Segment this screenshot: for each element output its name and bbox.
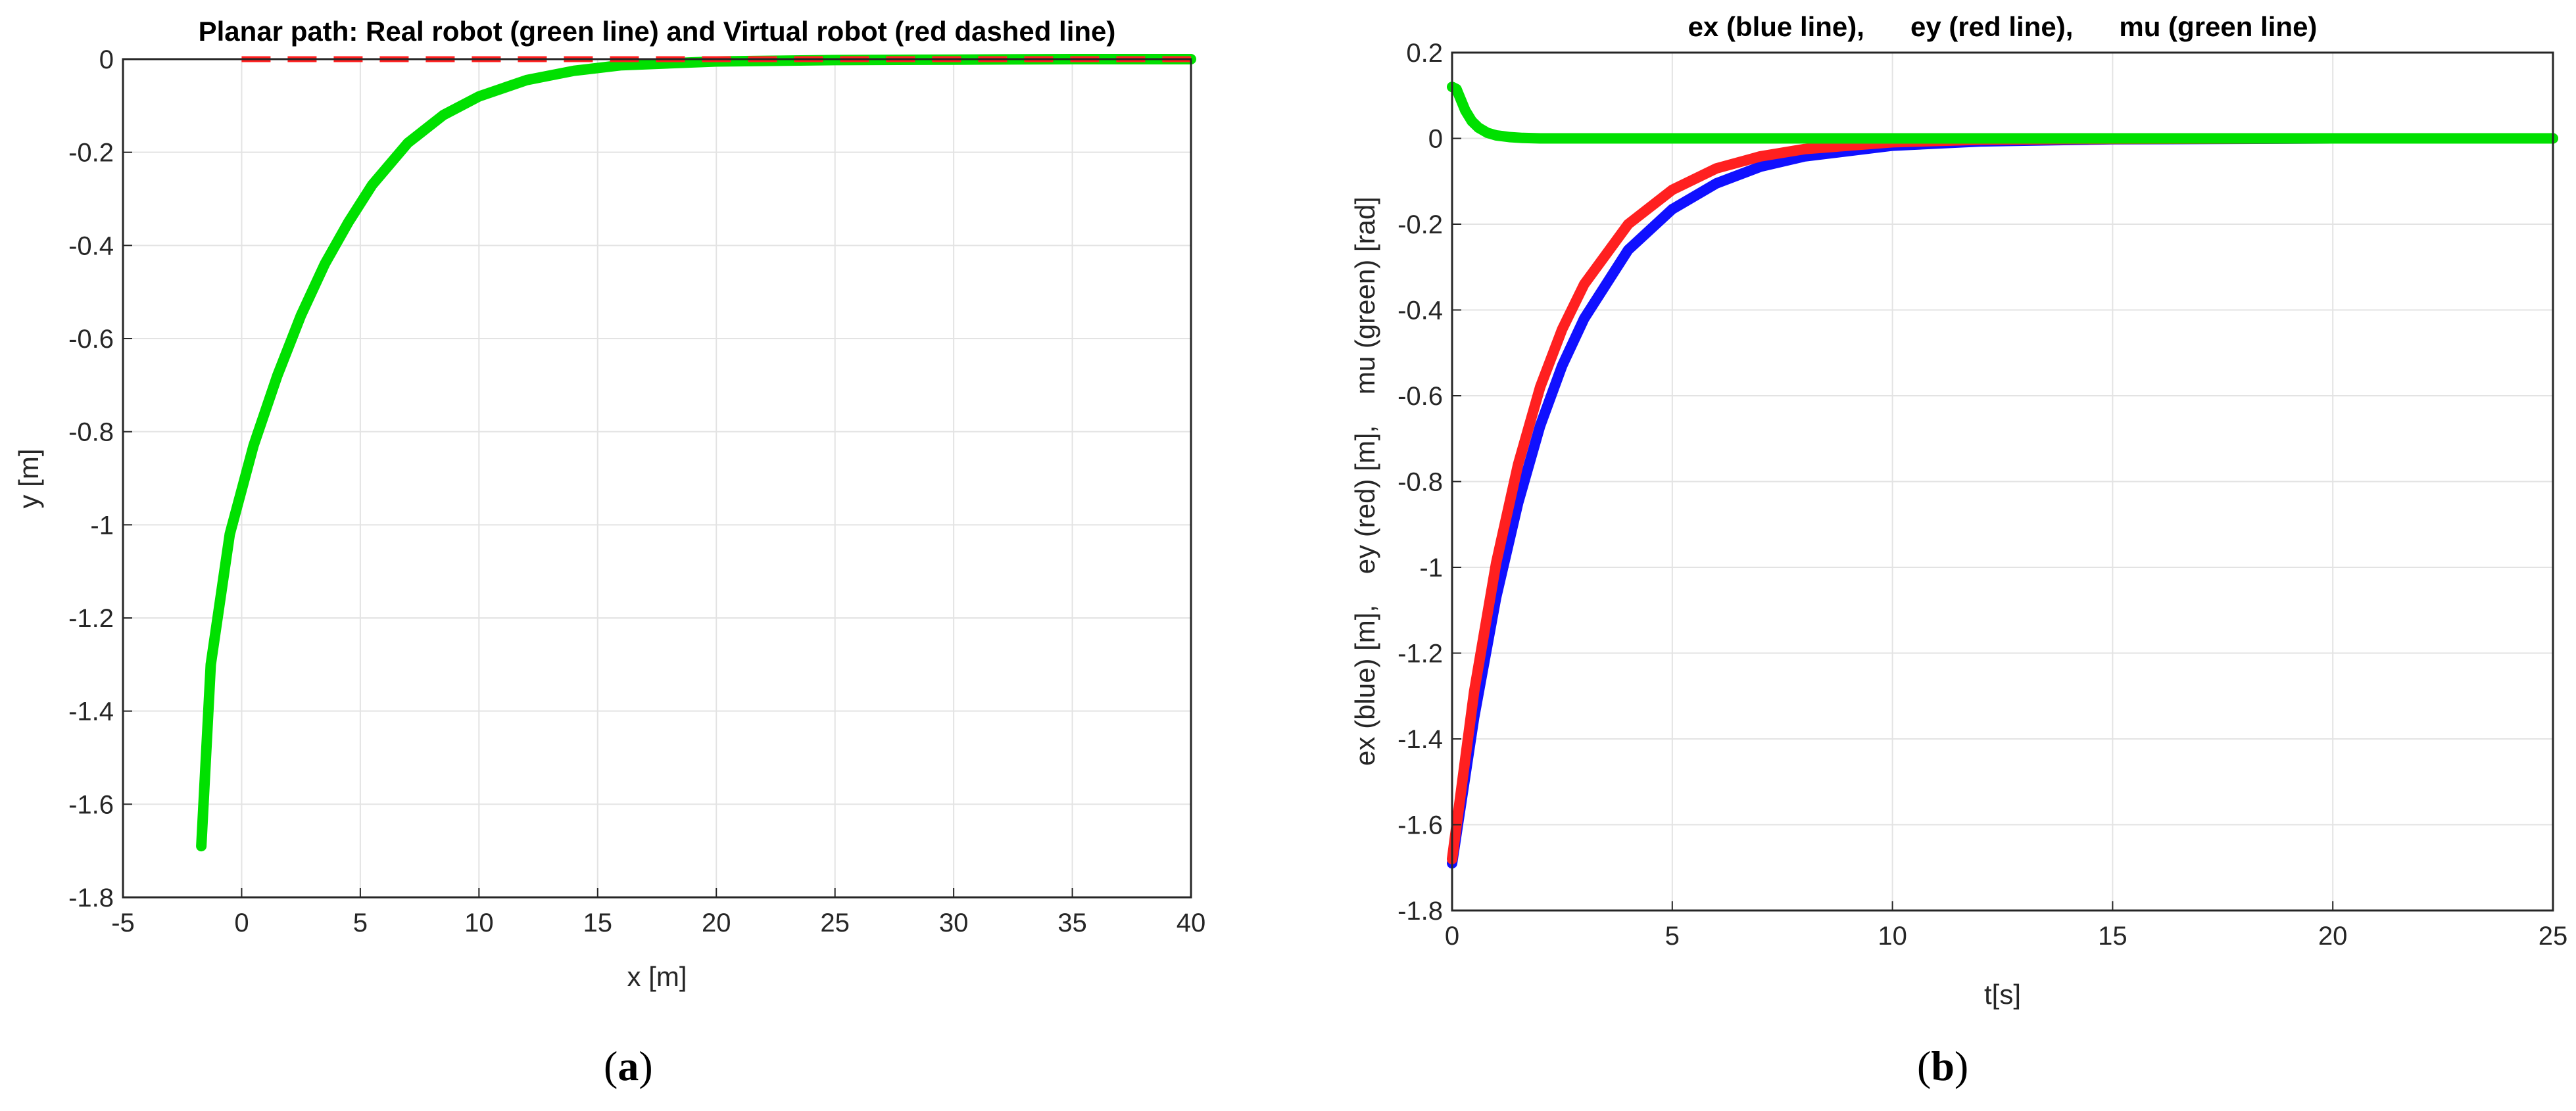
chart-a-xtick-label: 0 <box>234 909 249 937</box>
chart-b-ytick-label: -1.8 <box>1397 897 1443 926</box>
chart-a-xtick-label: 25 <box>820 909 850 937</box>
chart-b-xtick-label: 15 <box>2098 922 2127 951</box>
chart-b-ytick-label: -0.6 <box>1397 382 1443 411</box>
panel-label-b-letter: b <box>1931 1043 1955 1089</box>
chart-a-ytick-label: -0.8 <box>68 418 114 447</box>
chart-a-plot-area <box>123 59 1191 897</box>
chart-b-errors: 0 5 10 15 20 25 -1.8 -1.6 -1.4 -1.2 -1 -0.8 -0.6 -0.4… <box>1349 11 2567 1010</box>
chart-a-ytick-label: -1.2 <box>68 604 114 633</box>
chart-b-xtick-label: 0 <box>1445 922 1459 951</box>
chart-b-ytick-label: -0.2 <box>1397 210 1443 239</box>
chart-a-ytick-label: -1.6 <box>68 790 114 819</box>
chart-a-ytick-label: -1.4 <box>68 697 114 726</box>
chart-a-xtick-label: 10 <box>464 909 494 937</box>
chart-b-tick-labels: 0 5 10 15 20 25 -1.8 -1.6 -1.4 -1.2 -1 -0.8 -0.6 -0.4… <box>1397 39 2567 951</box>
chart-a-ytick-label: 0 <box>99 45 114 74</box>
chart-a-x-axis-label: x [m] <box>627 961 687 992</box>
chart-a-ytick-label: -0.6 <box>68 325 114 354</box>
chart-a-y-axis-label: y [m] <box>13 449 44 509</box>
chart-a-ytick-label: -1 <box>90 511 114 540</box>
chart-b-ytick-label: 0.2 <box>1406 39 1443 68</box>
chart-b-x-axis-label: t[s] <box>1984 979 2021 1010</box>
chart-a-xtick-label: 5 <box>353 909 368 937</box>
chart-b-xtick-label: 25 <box>2539 922 2568 951</box>
panel-label-a-letter: a <box>618 1043 639 1089</box>
chart-b-xtick-label: 10 <box>1878 922 1907 951</box>
chart-b-series-line-2 <box>1447 82 2558 144</box>
chart-a-xtick-label: 40 <box>1177 909 1206 937</box>
chart-b-xtick-label: 20 <box>2318 922 2348 951</box>
chart-a-xtick-label: 30 <box>939 909 969 937</box>
chart-a-axes-box <box>122 58 1192 899</box>
chart-a-xtick-label: 20 <box>702 909 731 937</box>
chart-a-xtick-label: 15 <box>583 909 613 937</box>
chart-b-ytick-label: -1 <box>1419 554 1443 582</box>
chart-b-ytick-label: 0 <box>1428 125 1443 154</box>
chart-a-planar-path: -5 0 5 10 15 20 25 30 35 40 -1.8 -1.6 -1.4 -1.2 -1 -0.8… <box>13 16 1205 992</box>
chart-a-title: Planar path: Real robot (green line) and… <box>199 16 1116 47</box>
chart-a-ytick-label: -0.4 <box>68 231 114 260</box>
chart-a-xtick-label: -5 <box>111 909 135 937</box>
chart-b-y-axis-label: ex (blue) [m], ey (red) [m], mu (green) … <box>1349 197 1380 766</box>
chart-a-xtick-label: 35 <box>1057 909 1087 937</box>
chart-b-xtick-label: 5 <box>1665 922 1680 951</box>
chart-a-tick-labels: -5 0 5 10 15 20 25 30 35 40 -1.8 -1.6 -1.4 -1.2 -1 -0.8… <box>68 45 1205 937</box>
chart-a-ytick-label: -0.2 <box>68 139 114 168</box>
chart-b-ytick-label: -0.8 <box>1397 468 1443 497</box>
chart-b-ytick-label: -0.4 <box>1397 296 1443 325</box>
chart-b-series <box>1447 82 2558 869</box>
chart-a-ytick-label: -1.8 <box>68 884 114 912</box>
chart-b-title: ex (blue line), ey (red line), mu (green… <box>1688 11 2318 42</box>
chart-b-ytick-label: -1.4 <box>1397 725 1443 754</box>
chart-b-ytick-label: -1.2 <box>1397 640 1443 669</box>
panel-label-b: (b) <box>1917 1043 1969 1089</box>
chart-b-ytick-label: -1.6 <box>1397 811 1443 840</box>
panel-label-a: (a) <box>604 1043 653 1089</box>
